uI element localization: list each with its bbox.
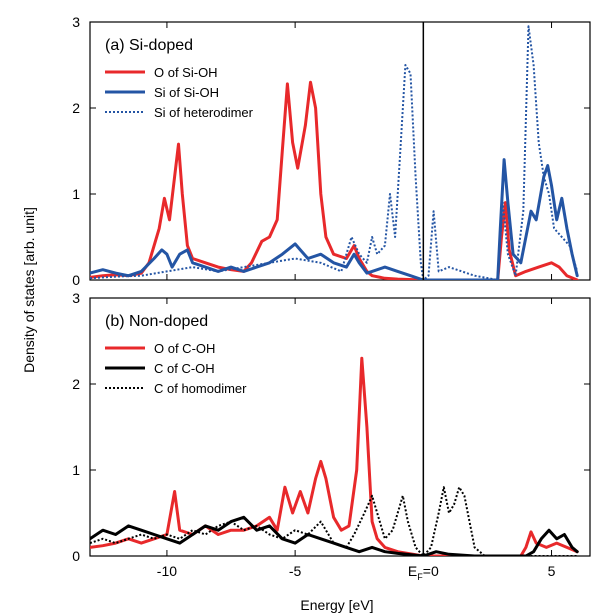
y-tick-label: 3 [72,14,80,30]
x-tick-label: -10 [157,563,177,579]
legend-label: O of Si-OH [154,65,218,80]
panel-label: (b) Non-doped [105,313,208,330]
series-line-2 [90,158,579,280]
series-line-1 [90,356,579,556]
y-tick-label: 3 [72,290,80,306]
panel-non-doped: -10 -5 EF=0 5 0 1 2 3 (b) Non-doped O of C-OH C of… [72,290,591,582]
legend-label: C of C-OH [154,361,215,376]
y-tick-label: 0 [72,548,80,564]
x-tick-label: EF=0 [408,563,439,582]
panel-si-doped: 0 1 2 3 (a) Si-doped O of Si-OH Si of Si-OH Si … [72,14,591,288]
plot-frame [89,21,591,281]
legend-label: C of homodimer [154,381,247,396]
legend-label: O of C-OH [154,341,215,356]
y-tick-label: 2 [72,376,80,392]
series-line-2 [90,515,579,556]
y-tick-label: 0 [72,272,80,288]
legend-label: Si of heterodimer [154,105,254,120]
panel-label: (a) Si-doped [105,37,193,54]
series-line-3 [90,486,578,556]
x-tick-label: -5 [289,563,302,579]
x-tick-label: 5 [548,563,556,579]
plot-frame [89,297,591,557]
x-axis-label: Energy [eV] [300,597,373,613]
y-tick-label: 1 [72,186,80,202]
legend-label: Si of Si-OH [154,85,219,100]
y-tick-label: 1 [72,462,80,478]
y-axis-label: Density of states [arb. unit] [21,207,37,373]
y-tick-label: 2 [72,100,80,116]
